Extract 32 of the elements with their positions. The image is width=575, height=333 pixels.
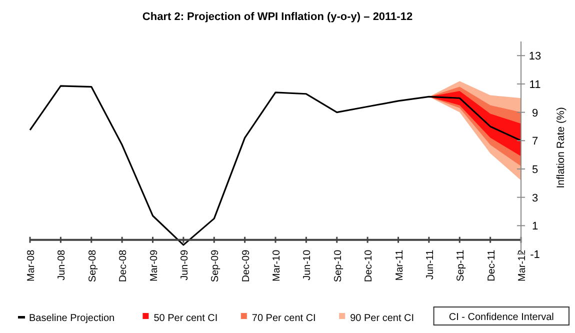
x-tick-label: Jun-09: [179, 249, 190, 280]
y-tick-label: 13: [528, 50, 542, 63]
line-series: [29, 85, 522, 246]
x-tick-label: Mar-08: [26, 249, 37, 282]
x-tick-label: Mar-11: [394, 249, 406, 281]
chart-title: Chart 2: Projection of WPI Inflation (y-o-y) – 2011-12: [142, 11, 413, 23]
legend-label: 50 Per cent CI: [154, 313, 218, 324]
x-tick-label: Jun-10: [302, 249, 314, 280]
x-tick-label: Sep-10: [332, 249, 344, 282]
x-tick-label: Mar-09: [148, 249, 160, 282]
text: CI - Confidence Interval: [448, 312, 554, 323]
x-tick-label: Dec-09: [240, 249, 252, 282]
y-axis-title: Inflation Rate (%): [555, 107, 567, 188]
x-tick-label: Dec-08: [118, 249, 130, 282]
y-tick-label: 11: [529, 78, 541, 91]
legend-label: 90 Per cent CI: [350, 313, 414, 324]
y-tick-label: 5: [532, 164, 538, 176]
x-tick-label: Jun-08: [56, 249, 68, 280]
y-tick-label: 9: [532, 107, 538, 120]
x-tick-label: Mar-10: [272, 249, 282, 282]
x-tick-label: Dec-10: [364, 249, 375, 282]
x-tick-label: Sep-11: [456, 249, 467, 282]
y-tick-label: 1: [532, 220, 538, 233]
x-tick-label: Sep-09: [210, 249, 222, 282]
y-tick-label: 7: [532, 136, 538, 148]
x-tick-label: Jun-11: [424, 249, 436, 280]
x-tick-label: Dec-11: [486, 249, 498, 282]
x-tick-label: Sep-08: [87, 249, 98, 282]
y-tick-label: -1: [530, 249, 540, 261]
legend-label: 70 Per cent CI: [252, 313, 316, 324]
y-tick-label: 3: [532, 192, 538, 204]
legend-label: Baseline Projection: [29, 313, 115, 324]
